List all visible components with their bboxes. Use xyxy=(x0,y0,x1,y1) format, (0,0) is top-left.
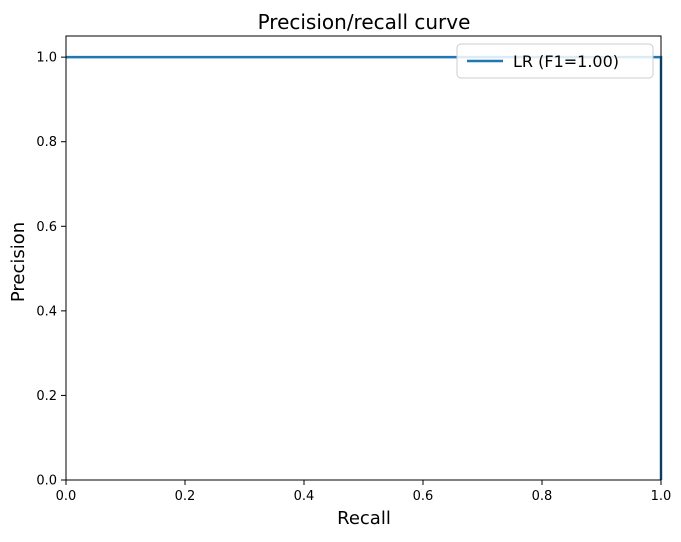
x-tick-label: 0.6 xyxy=(413,489,434,504)
x-tick-label: 1.0 xyxy=(651,489,672,504)
plot-marks: 0.0 0.2 0.4 0.6 0.8 1.0 0.0 0.2 0.4 0.6 0.8 1.0 LR (… xyxy=(36,35,672,504)
series-line-0 xyxy=(66,55,663,480)
x-tick-label: 0.4 xyxy=(294,489,315,504)
y-tick-label: 0.2 xyxy=(36,389,57,404)
y-axis-label: Precision xyxy=(8,222,29,302)
x-axis-label: Recall xyxy=(337,508,391,529)
y-tick-label: 0.6 xyxy=(36,220,57,235)
y-tick-label: 0.0 xyxy=(36,474,57,489)
legend-label: LR (F1=1.00) xyxy=(513,52,619,71)
chart-title: Precision/recall curve xyxy=(258,10,471,34)
axes-frame xyxy=(65,35,662,481)
x-tick-label: 0.2 xyxy=(175,489,196,504)
x-tick-label: 0.8 xyxy=(532,489,553,504)
y-tick-label: 0.4 xyxy=(36,304,57,319)
x-tick-label: 0.0 xyxy=(56,489,77,504)
y-tick-label: 0.8 xyxy=(36,135,57,150)
legend-box xyxy=(456,43,654,79)
y-tick-label: 1.0 xyxy=(36,51,57,66)
